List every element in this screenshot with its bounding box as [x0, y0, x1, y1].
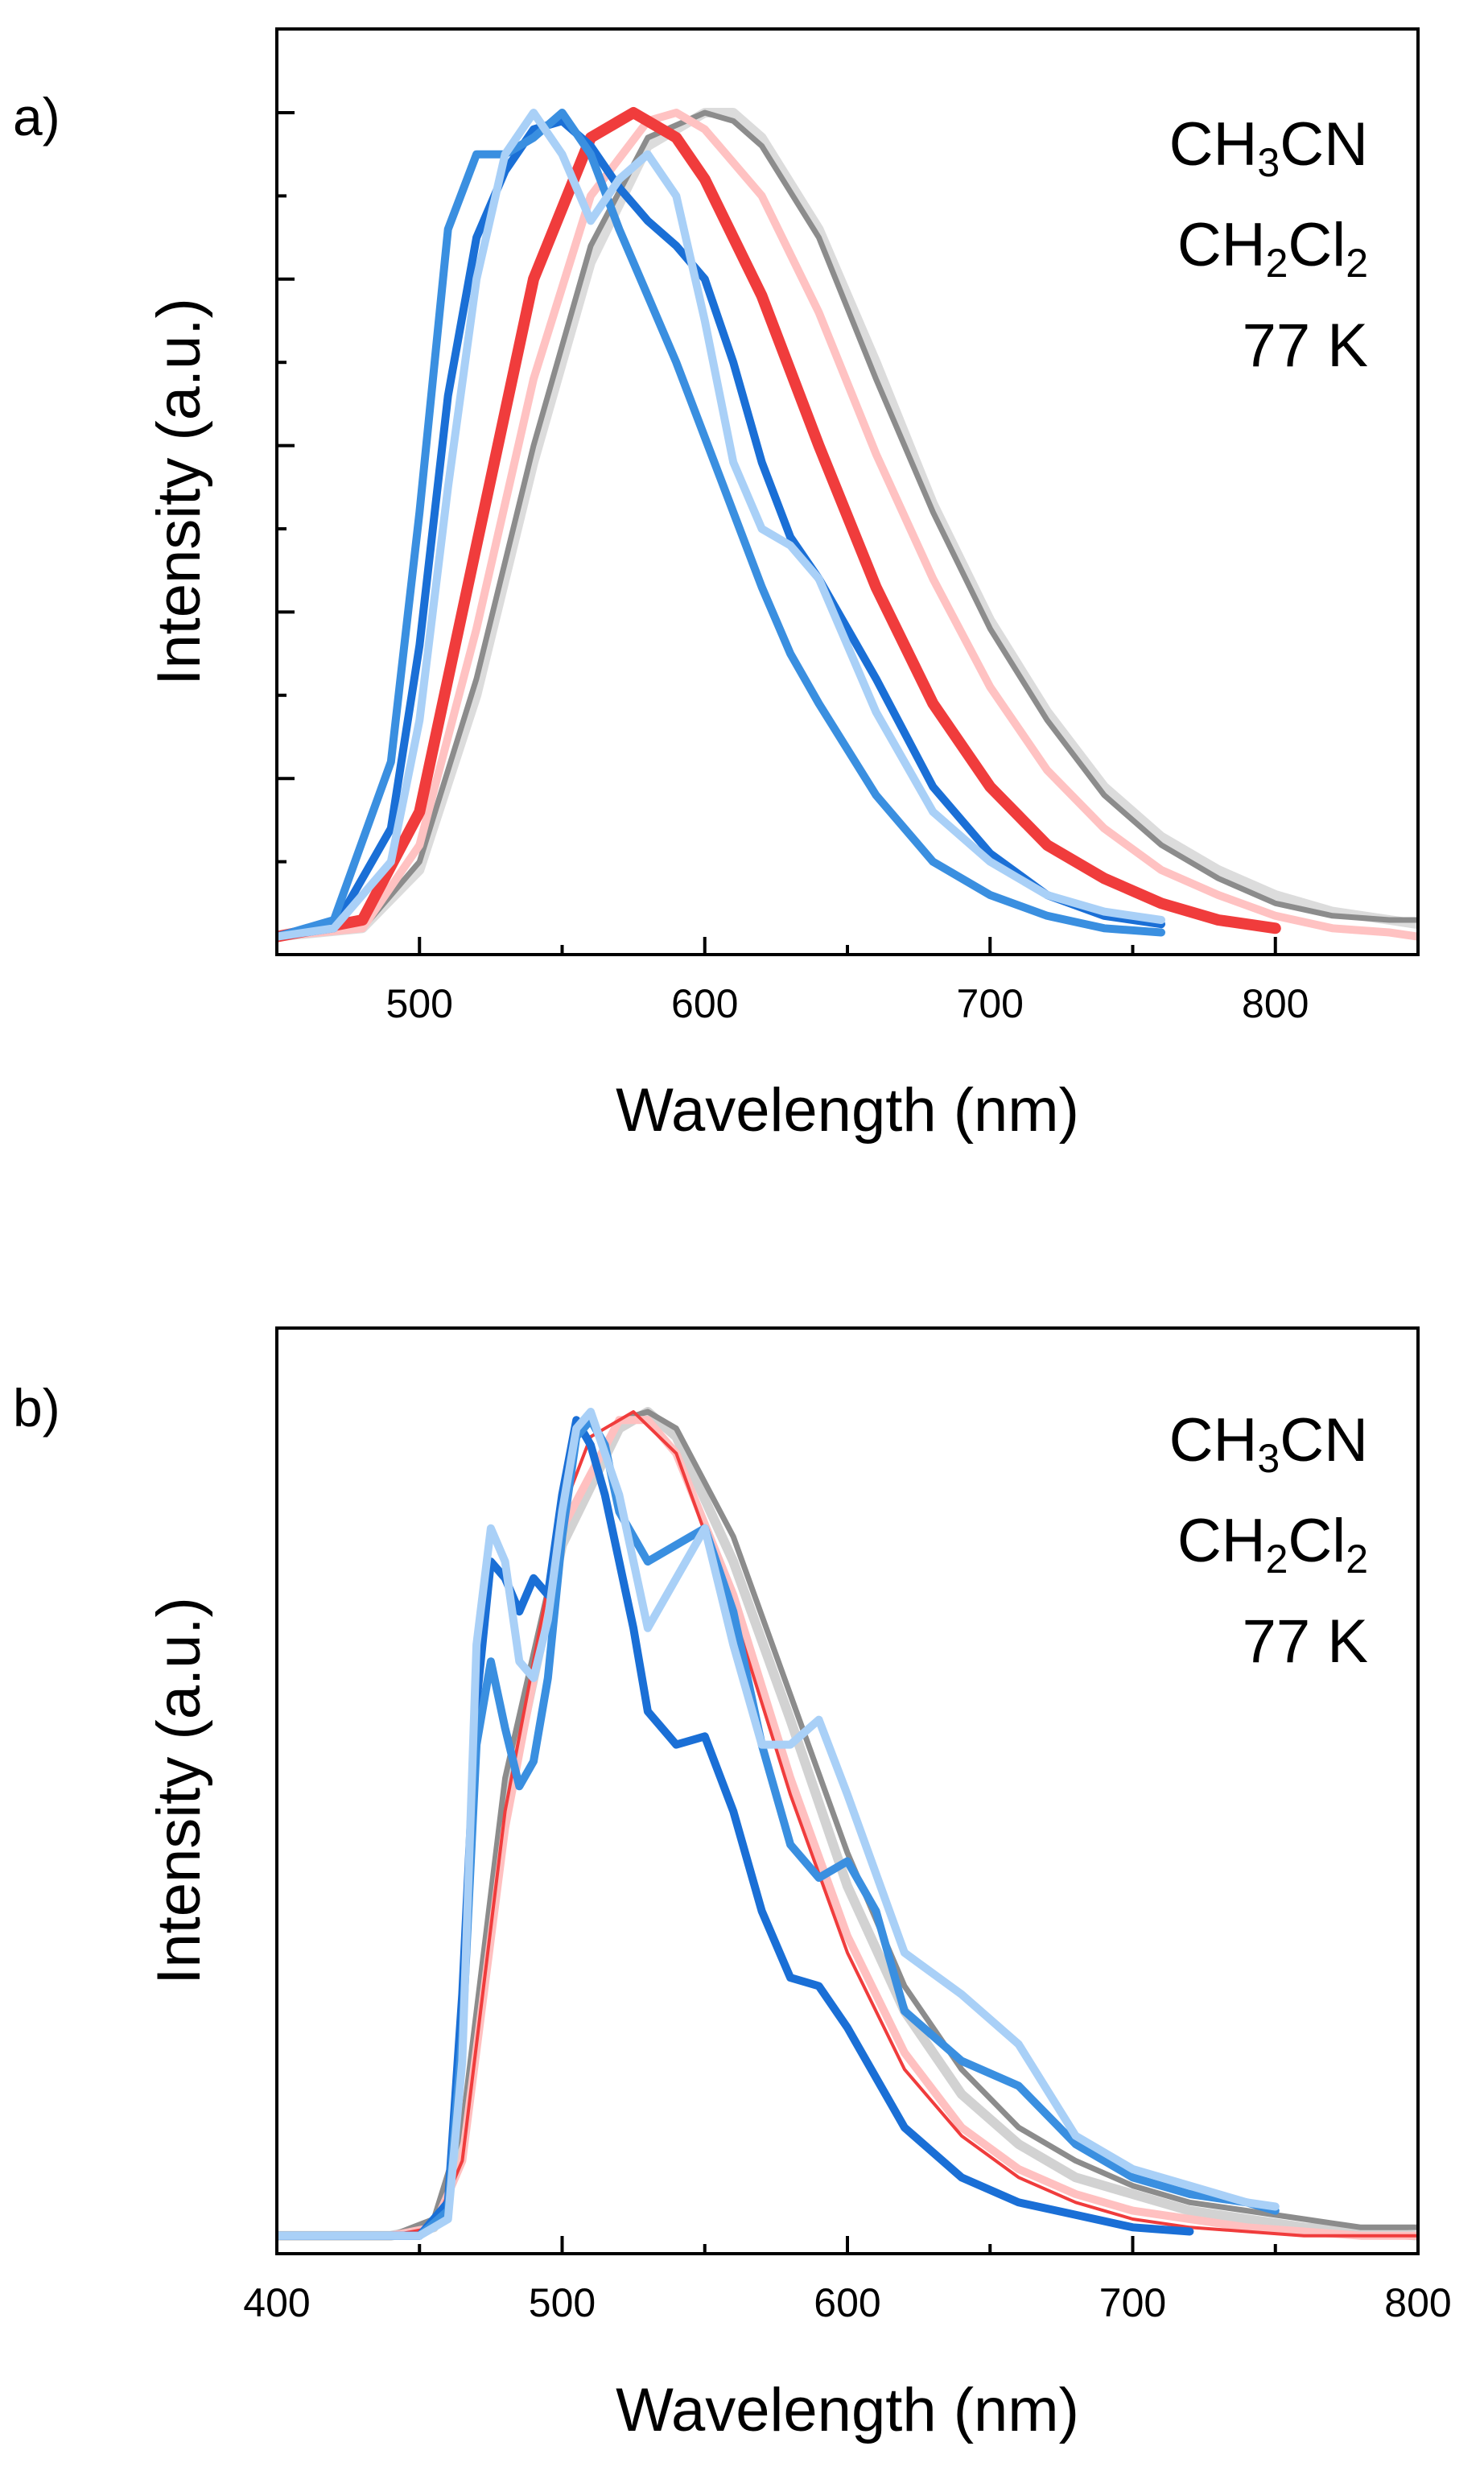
series-line-1	[277, 109, 1418, 940]
series-line-6	[277, 1408, 1280, 2240]
legend-entry-1: CH2Cl2	[1177, 211, 1368, 286]
chart-panel-a: a) 500 600 700 800 Wavelength (nm) Intensity (…	[13, 27, 1420, 1145]
legend: CH3CN CH2Cl2 77 K	[1169, 110, 1368, 380]
series-line-2	[277, 109, 1418, 941]
series-line-3	[277, 107, 1281, 943]
series-line-5	[277, 109, 1165, 941]
legend-entry-1: CH2Cl2	[1177, 1507, 1368, 1582]
series-line-6	[277, 109, 1165, 941]
y-axis-label: Intensity (a.u.)	[145, 298, 213, 686]
legend-entry-0: CH3CN	[1169, 1406, 1368, 1481]
x-tick-label: 400	[243, 2280, 310, 2325]
series-line-5	[277, 1416, 1280, 2240]
x-tick-label: 600	[814, 2280, 880, 2325]
legend-entry-2: 77 K	[1243, 311, 1368, 380]
series-line-4	[277, 117, 1165, 941]
series-line-0	[277, 108, 1418, 942]
x-tick-label: 700	[957, 981, 1024, 1026]
series-line-1	[277, 1409, 1418, 2239]
legend-entry-2: 77 K	[1243, 1607, 1368, 1676]
legend: CH3CN CH2Cl2 77 K	[1169, 1406, 1368, 1676]
series-group	[277, 1407, 1418, 2241]
series-group	[277, 107, 1418, 943]
x-tick-label: 500	[386, 981, 453, 1026]
x-tick-label: 800	[1384, 2280, 1451, 2325]
panel-label: b)	[13, 1378, 60, 1438]
y-axis-label: Intensity (a.u.)	[145, 1597, 213, 1985]
x-tick-label: 800	[1242, 981, 1309, 1026]
x-axis-label: Wavelength (nm)	[616, 2376, 1079, 2444]
chart-panel-b: b) 400 500 600 700 800 Wavelength (nm) Intensit…	[13, 1326, 1452, 2444]
legend-entry-0: CH3CN	[1169, 110, 1368, 185]
x-tick-label: 700	[1099, 2280, 1166, 2325]
series-line-4	[277, 1416, 1194, 2240]
x-axis-label: Wavelength (nm)	[616, 1076, 1079, 1145]
x-tick-label: 500	[529, 2280, 596, 2325]
panel-label: a)	[13, 87, 60, 146]
x-tick-label: 600	[671, 981, 738, 1026]
